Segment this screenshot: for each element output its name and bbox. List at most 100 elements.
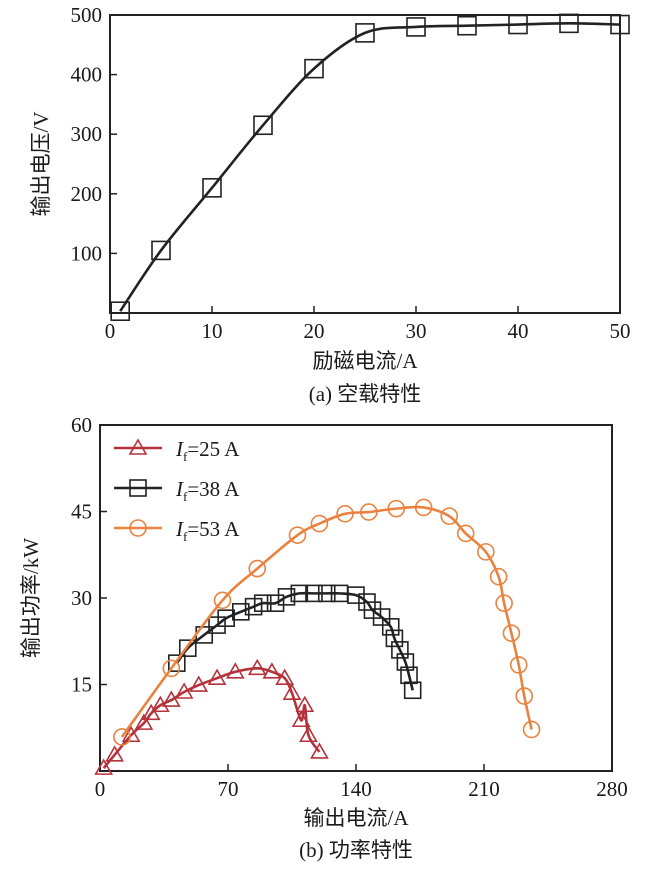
data-point-triangle	[247, 658, 267, 676]
data-point-square	[559, 13, 579, 34]
legend-label-main: I	[175, 477, 184, 501]
y-axis-label: 输出功率/kW	[19, 538, 43, 658]
y-tick-label: 300	[71, 122, 103, 146]
chart-caption: (b) 功率特性	[299, 838, 413, 862]
x-tick-label: 70	[218, 777, 239, 801]
data-point-circle	[213, 591, 232, 610]
x-tick-label: 10	[202, 319, 223, 343]
y-tick-label: 15	[71, 673, 92, 697]
data-point-triangle	[128, 438, 148, 455]
data-point-circle	[113, 728, 131, 746]
legend-item: If=53 A	[114, 517, 240, 544]
data-point-triangle	[174, 682, 194, 699]
data-point-triangle	[207, 668, 227, 685]
data-point-square	[457, 15, 477, 36]
x-axis-label: 励磁电流/A	[313, 349, 419, 373]
legend-label: If=53 A	[175, 517, 240, 544]
data-point-triangle	[94, 758, 114, 775]
data-point-square	[277, 588, 296, 606]
data-point-circle	[310, 514, 329, 533]
data-point-circle	[336, 505, 354, 523]
y-tick-label: 400	[71, 63, 103, 87]
data-point-triangle	[189, 675, 209, 692]
data-point-square	[168, 654, 186, 672]
series-circle	[113, 498, 541, 746]
legend-label-sub: f	[183, 449, 188, 464]
data-point-circle	[456, 524, 475, 543]
x-tick-label: 210	[468, 777, 500, 801]
y-tick-label: 30	[71, 586, 92, 610]
legend-label: If=38 A	[175, 477, 240, 504]
data-point-triangle	[141, 703, 161, 721]
y-axis-label: 输出电压/V	[29, 112, 53, 217]
data-point-square	[232, 603, 250, 621]
data-point-square	[381, 618, 400, 636]
x-tick-label: 30	[406, 319, 427, 343]
data-point-square	[129, 479, 147, 497]
y-tick-label: 200	[71, 182, 103, 206]
x-tick-label: 50	[610, 319, 631, 343]
data-point-triangle	[262, 662, 282, 679]
legend-label: If=25 A	[175, 437, 240, 464]
legend-label-sub: f	[183, 529, 188, 544]
data-point-triangle	[295, 695, 315, 713]
series-line	[120, 505, 533, 738]
data-point-square	[304, 58, 324, 79]
y-tick-label: 60	[71, 413, 92, 437]
series-square	[110, 13, 630, 322]
x-tick-label: 0	[105, 319, 116, 343]
data-point-circle	[359, 503, 378, 521]
chart-no-load-characteristic: 0 10 20 30 40 50 100 200 300 400 500 励磁电流/A (a) 空载特性…	[29, 3, 631, 406]
data-point-square	[253, 594, 272, 612]
series-line	[102, 667, 321, 769]
chart-power-characteristic: 0 70 140 210 280 15 30 45 60 输出电流/A (b) 功率特性 输出功率/k…	[19, 413, 628, 862]
series-line	[119, 22, 621, 312]
data-point-triangle	[134, 713, 154, 730]
data-point-triangle	[282, 683, 302, 700]
data-point-square	[317, 584, 336, 603]
data-point-circle	[248, 559, 267, 578]
legend-label-rest: =38 A	[187, 477, 240, 501]
data-point-square	[355, 23, 375, 43]
data-point-circle	[288, 526, 307, 544]
legend-label-main: I	[175, 437, 184, 461]
data-point-triangle	[105, 745, 125, 762]
legend-label-main: I	[175, 517, 184, 541]
data-point-square	[290, 584, 309, 603]
data-point-square	[208, 616, 226, 634]
data-point-square	[178, 639, 197, 657]
data-point-circle	[502, 624, 521, 642]
legend-label-sub: f	[183, 489, 188, 504]
legend-item: If=38 A	[114, 477, 240, 504]
data-point-circle	[522, 720, 541, 739]
data-point-triangle	[310, 742, 329, 759]
data-point-triangle	[275, 668, 295, 685]
data-point-square	[610, 14, 630, 35]
data-point-square	[391, 641, 409, 659]
x-tick-label: 20	[304, 319, 325, 343]
data-point-square	[217, 609, 235, 627]
y-tick-label: 100	[71, 241, 103, 265]
data-point-square	[406, 17, 426, 37]
data-point-square	[110, 301, 130, 322]
legend-label-rest: =53 A	[187, 517, 240, 541]
data-point-circle	[129, 519, 147, 537]
data-point-circle	[515, 687, 534, 705]
data-point-circle	[414, 498, 433, 517]
data-point-circle	[495, 594, 513, 612]
data-point-square	[403, 681, 422, 700]
x-tick-label: 280	[596, 777, 628, 801]
data-point-triangle	[291, 710, 311, 728]
data-point-square	[305, 584, 323, 603]
data-point-square	[385, 629, 404, 648]
data-point-triangle	[121, 725, 141, 743]
data-point-square	[244, 597, 263, 616]
data-point-square	[266, 594, 285, 612]
series-square	[168, 584, 422, 700]
legend-item: If=25 A	[114, 437, 240, 464]
data-point-circle	[509, 656, 528, 674]
data-point-circle	[477, 543, 495, 561]
data-point-circle	[387, 499, 406, 518]
data-point-square	[372, 608, 391, 626]
